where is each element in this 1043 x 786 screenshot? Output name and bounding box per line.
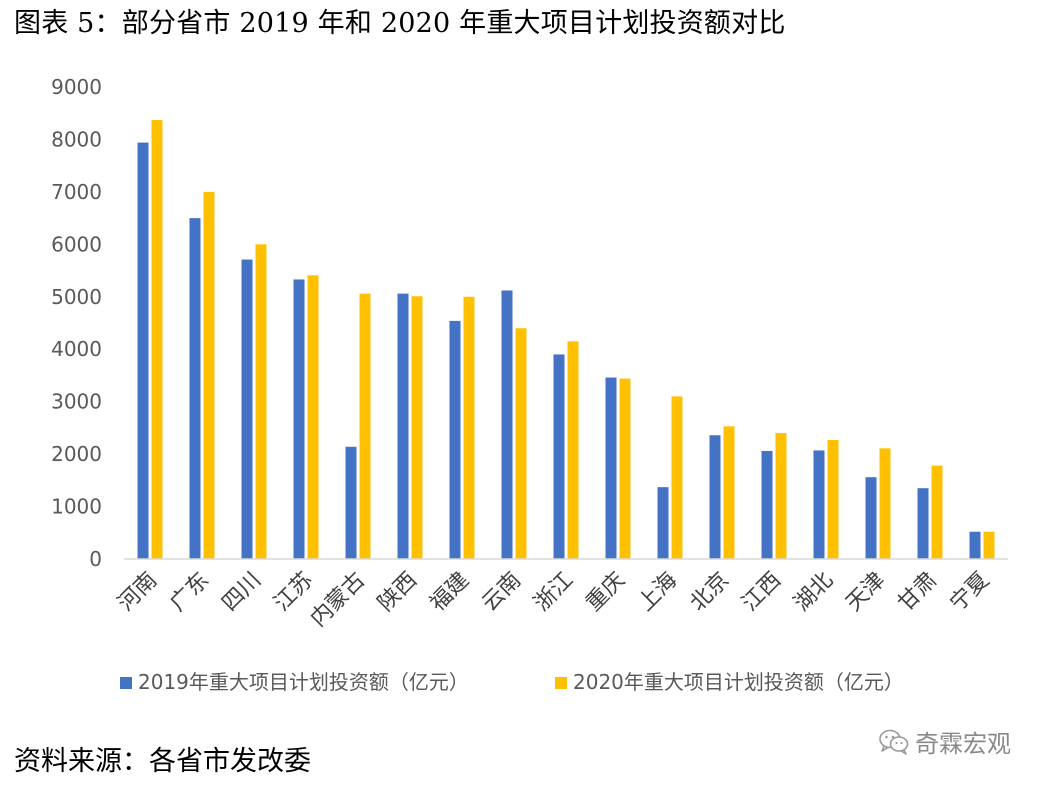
watermark-text: 奇霖宏观 [915,730,1011,758]
bar-series-2-14 [879,448,891,559]
y-tick-label: 4000 [51,337,102,361]
bar-series-2-2 [255,244,267,559]
x-category-label: 浙江 [529,568,578,617]
watermark: 奇霖宏观 [879,724,1011,759]
x-category-label: 福建 [425,568,474,617]
bar-series-2-10 [671,396,683,559]
legend-swatch-1 [120,677,132,689]
source-note: 资料来源：各省市发改委 [14,746,311,777]
bar-series-2-3 [307,275,319,559]
bar-series-2-9 [619,378,631,559]
bar-series-1-13 [813,450,825,559]
x-category-label: 陕西 [373,568,422,617]
bar-series-1-2 [241,259,253,559]
bar-series-1-5 [397,293,409,559]
bar-series-1-0 [137,142,149,559]
bar-series-2-5 [411,296,423,559]
bar-series-2-4 [359,293,371,559]
bar-series-1-10 [657,487,669,559]
bar-series-1-8 [553,354,565,559]
bar-series-1-14 [865,477,877,559]
wechat-icon [879,729,909,755]
bar-series-1-11 [709,435,721,559]
bar-series-2-7 [515,328,527,559]
y-tick-label: 1000 [51,495,102,519]
chart-title: 图表 5：部分省市 2019 年和 2020 年重大项目计划投资额对比 [14,8,786,39]
y-tick-label: 5000 [51,285,102,309]
x-category-label: 宁夏 [945,568,994,617]
x-category-label: 甘肃 [893,568,942,617]
y-axis: 0 1000 2000 3000 4000 5000 6000 7000 8000 9000 [51,75,102,571]
bar-series-1-4 [345,446,357,559]
x-category-label: 河南 [113,568,162,617]
x-category-label: 上海 [633,568,682,617]
legend-label-2: 2020年重大项目计划投资额（亿元） [573,670,904,694]
x-category-label: 北京 [685,568,734,617]
x-category-label: 湖北 [789,568,838,617]
y-tick-label: 2000 [51,442,102,466]
y-tick-label: 8000 [51,127,102,151]
bar-series-1-15 [917,488,929,559]
bars [137,120,995,560]
y-tick-label: 9000 [51,75,102,99]
bar-series-2-0 [151,120,163,559]
legend: 2019年重大项目计划投资额（亿元） 2020年重大项目计划投资额（亿元） [120,670,904,694]
x-category-label: 重庆 [581,568,630,617]
bar-series-1-1 [189,218,201,560]
bar-series-1-12 [761,450,773,559]
bar-series-1-9 [605,377,617,559]
x-category-label: 天津 [841,568,890,617]
bar-series-2-11 [723,426,735,559]
bar-series-1-3 [293,279,305,559]
y-tick-label: 0 [89,547,102,571]
y-tick-label: 6000 [51,232,102,256]
y-tick-label: 3000 [51,390,102,414]
legend-label-1: 2019年重大项目计划投资额（亿元） [138,670,469,694]
legend-swatch-2 [555,677,567,689]
bar-series-2-1 [203,191,215,559]
x-category-label: 内蒙古 [306,568,370,632]
bar-series-2-15 [931,465,943,559]
bar-series-2-6 [463,296,475,559]
bar-series-2-8 [567,341,579,559]
x-category-label: 四川 [217,568,266,617]
bar-series-1-16 [969,531,981,559]
y-tick-label: 7000 [51,180,102,204]
x-category-label: 江西 [737,568,786,617]
bar-series-2-12 [775,433,787,559]
x-category-label: 广东 [165,568,214,617]
bar-series-2-16 [983,531,995,559]
bar-series-1-7 [501,290,513,559]
bar-series-2-13 [827,439,839,559]
x-category-label: 云南 [477,568,526,617]
bar-series-1-6 [449,320,461,559]
